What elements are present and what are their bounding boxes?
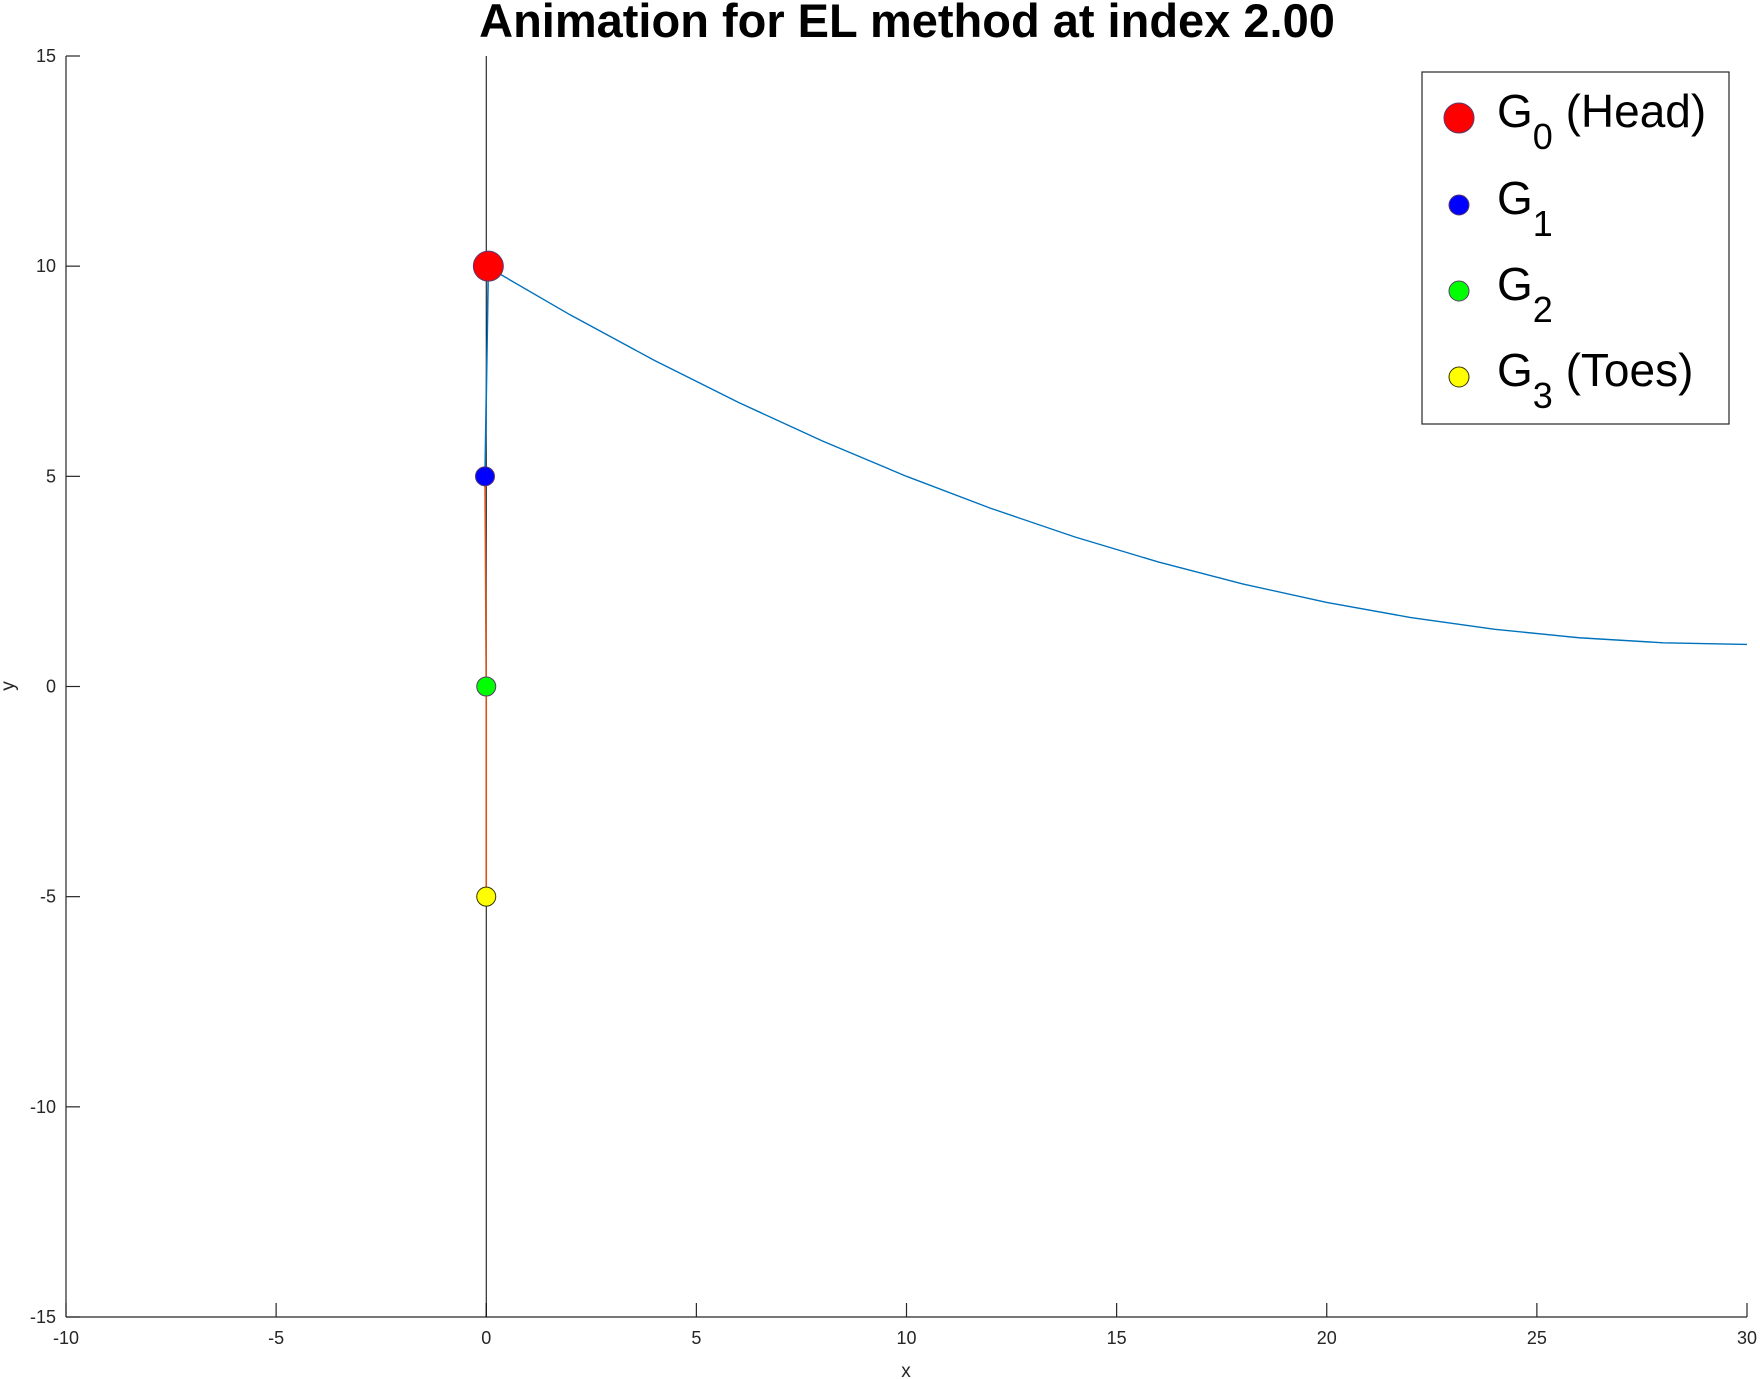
- x-tick-label: -10: [53, 1328, 79, 1348]
- marker-g1: [474, 466, 495, 487]
- x-tick-label: 10: [896, 1328, 916, 1348]
- y-tick-label: 10: [36, 256, 56, 276]
- legend-marker-g0: [1443, 102, 1475, 134]
- segment-upper: [484, 266, 490, 477]
- y-tick-label: -10: [30, 1097, 56, 1117]
- legend-label-g1: G1: [1497, 172, 1553, 244]
- marker-g0: [472, 250, 504, 282]
- legend-marker-g1: [1448, 194, 1470, 216]
- trajectory-curve: [485, 265, 1748, 646]
- x-tick-label: 30: [1737, 1328, 1757, 1348]
- marker-g2: [476, 676, 497, 697]
- legend-marker-g3: [1448, 366, 1470, 388]
- marker-g3: [476, 886, 497, 907]
- legend-box: [1421, 71, 1730, 425]
- legend-label-g2: G2: [1497, 258, 1553, 330]
- y-tick-label: -5: [40, 887, 56, 907]
- x-tick-label: 20: [1317, 1328, 1337, 1348]
- x-tick-label: 5: [691, 1328, 701, 1348]
- legend-label-g3: G3 (Toes): [1497, 344, 1693, 416]
- legend: G0 (Head) G1 G2 G3 (Toes): [1421, 71, 1730, 425]
- x-tick-label: 0: [481, 1328, 491, 1348]
- x-tick-label: -5: [268, 1328, 284, 1348]
- markers: [472, 250, 504, 907]
- y-tick-label: 15: [36, 46, 56, 66]
- legend-marker-g2: [1448, 280, 1470, 302]
- chart-title: Animation for EL method at index 2.00: [479, 0, 1335, 47]
- y-tick-label: -15: [30, 1307, 56, 1327]
- x-tick-label: 15: [1107, 1328, 1127, 1348]
- x-tick-label: 25: [1527, 1328, 1547, 1348]
- y-tick-label: 0: [46, 677, 56, 697]
- legend-label-g0: G0 (Head): [1497, 85, 1706, 157]
- y-axis-label: y: [0, 681, 19, 691]
- x-axis-label: x: [901, 1361, 911, 1379]
- y-tick-label: 5: [46, 466, 56, 486]
